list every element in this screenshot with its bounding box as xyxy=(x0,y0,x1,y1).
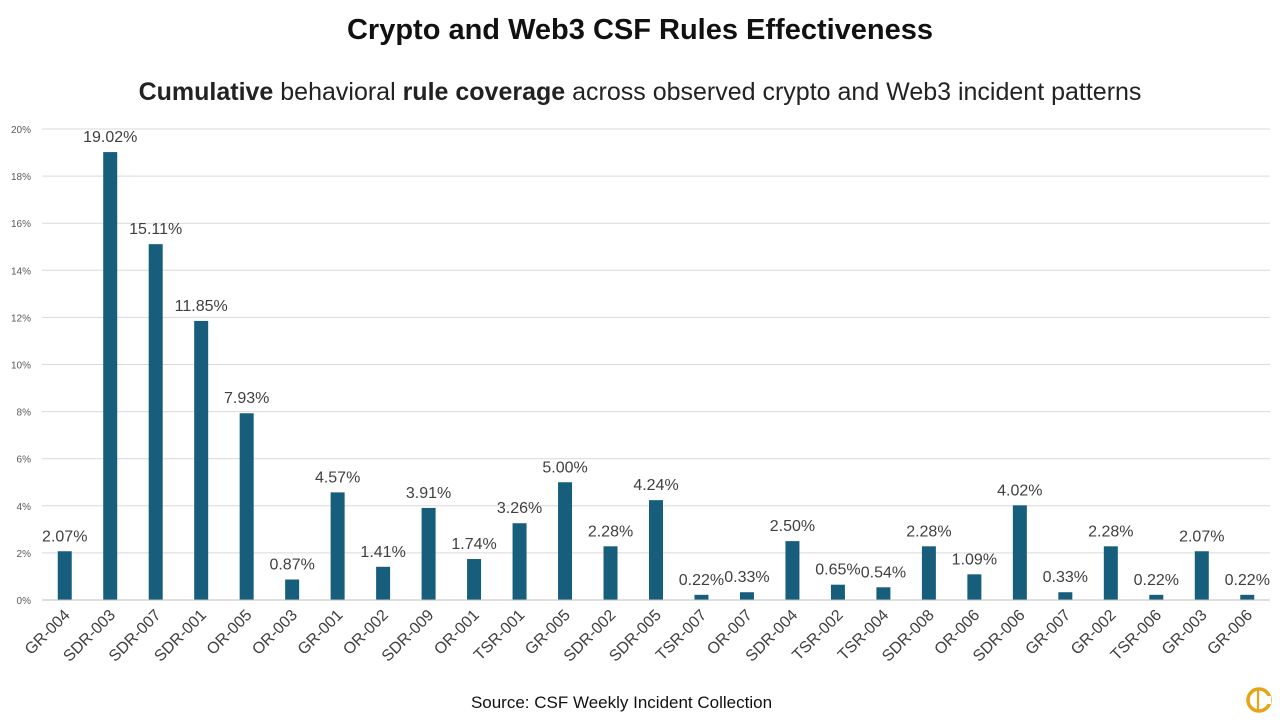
bar xyxy=(148,244,163,601)
bar xyxy=(694,594,709,600)
chart-subtitle: Cumulative behavioral rule coverage acro… xyxy=(0,78,1280,107)
bar xyxy=(1012,505,1027,600)
bar xyxy=(1240,594,1255,600)
data-label: 3.26% xyxy=(497,500,542,517)
data-label: 7.93% xyxy=(224,390,269,407)
bar xyxy=(921,546,936,600)
data-label: 0.33% xyxy=(1043,569,1088,586)
data-label: 0.22% xyxy=(1134,572,1179,589)
y-tick-label: 16% xyxy=(11,219,31,230)
bar xyxy=(967,574,982,600)
y-tick-label: 6% xyxy=(17,455,32,466)
data-label: 0.54% xyxy=(861,564,906,581)
y-tick-label: 0% xyxy=(17,596,32,607)
bar xyxy=(785,541,800,600)
y-tick-label: 18% xyxy=(11,172,31,183)
bar xyxy=(57,551,72,600)
data-label: 0.33% xyxy=(724,569,769,586)
bar xyxy=(1103,546,1118,600)
bar xyxy=(558,482,573,600)
y-tick-label: 2% xyxy=(17,549,32,560)
y-tick-label: 10% xyxy=(11,361,31,372)
data-label: 2.28% xyxy=(906,523,951,540)
data-label: 15.11% xyxy=(129,221,182,238)
bar xyxy=(285,579,300,600)
bar xyxy=(512,523,527,600)
bar xyxy=(239,413,254,600)
bar xyxy=(421,507,436,600)
x-tick-label: GR-003 xyxy=(1159,607,1211,659)
data-label: 1.74% xyxy=(451,536,496,553)
source-note: Source: CSF Weekly Incident Collection xyxy=(470,693,773,712)
bar xyxy=(739,592,754,600)
data-label: 4.57% xyxy=(315,469,360,486)
bar xyxy=(1194,551,1209,600)
bar xyxy=(1149,594,1164,600)
chart-title: Crypto and Web3 CSF Rules Effectiveness xyxy=(346,14,934,46)
data-label: 2.07% xyxy=(42,528,87,545)
bar xyxy=(194,320,209,600)
x-tick-label: OR-005 xyxy=(204,607,256,659)
y-tick-label: 4% xyxy=(17,502,32,513)
data-label: 1.41% xyxy=(360,544,405,561)
bar xyxy=(467,559,482,600)
bar xyxy=(830,584,845,600)
subtitle-bold-rule-coverage: rule coverage xyxy=(402,78,566,106)
data-label: 0.87% xyxy=(269,557,314,574)
bar xyxy=(649,500,663,600)
x-tick-label: GR-001 xyxy=(295,607,347,659)
x-tick-label: OR-003 xyxy=(249,607,301,659)
y-tick-label: 14% xyxy=(11,266,31,277)
x-tick-label: GR-006 xyxy=(1204,607,1256,659)
x-tick-label: TSR-006 xyxy=(1108,607,1165,664)
data-label: 2.28% xyxy=(588,523,633,540)
data-label: 5.00% xyxy=(542,459,587,476)
subtitle-text-rest: across observed crypto and Web3 incident… xyxy=(565,78,1142,106)
bar-chart: 0%2%4%6%8%10%12%14%16%18%20%2.07%GR-0041… xyxy=(11,125,1270,665)
data-label: 1.09% xyxy=(952,551,997,568)
subtitle-bold-cumulative: Cumulative xyxy=(138,78,274,106)
bar xyxy=(603,546,618,600)
data-label: 0.65% xyxy=(815,562,860,579)
data-label: 4.02% xyxy=(997,482,1042,499)
subtitle-text-behavioral: behavioral xyxy=(273,78,403,106)
data-label: 2.50% xyxy=(770,518,815,535)
bar xyxy=(1058,592,1073,600)
x-tick-label: TSR-007 xyxy=(653,607,710,664)
bar xyxy=(103,152,118,601)
data-label: 4.24% xyxy=(633,477,678,494)
data-label: 2.07% xyxy=(1179,528,1224,545)
data-label: 3.91% xyxy=(406,485,451,502)
x-tick-label: GR-007 xyxy=(1023,607,1075,659)
y-tick-label: 8% xyxy=(17,408,32,419)
data-label: 11.85% xyxy=(175,298,228,315)
bar xyxy=(376,566,391,600)
x-tick-label: TSR-001 xyxy=(471,607,528,664)
y-tick-label: 12% xyxy=(11,313,31,324)
data-label: 2.28% xyxy=(1088,523,1133,540)
coin-logo-icon xyxy=(1246,687,1272,713)
y-tick-label: 20% xyxy=(11,125,31,136)
data-label: 0.22% xyxy=(679,572,724,589)
bar xyxy=(876,587,891,600)
bar xyxy=(330,492,345,600)
data-label: 19.02% xyxy=(83,129,137,146)
data-label: 0.22% xyxy=(1225,572,1270,589)
